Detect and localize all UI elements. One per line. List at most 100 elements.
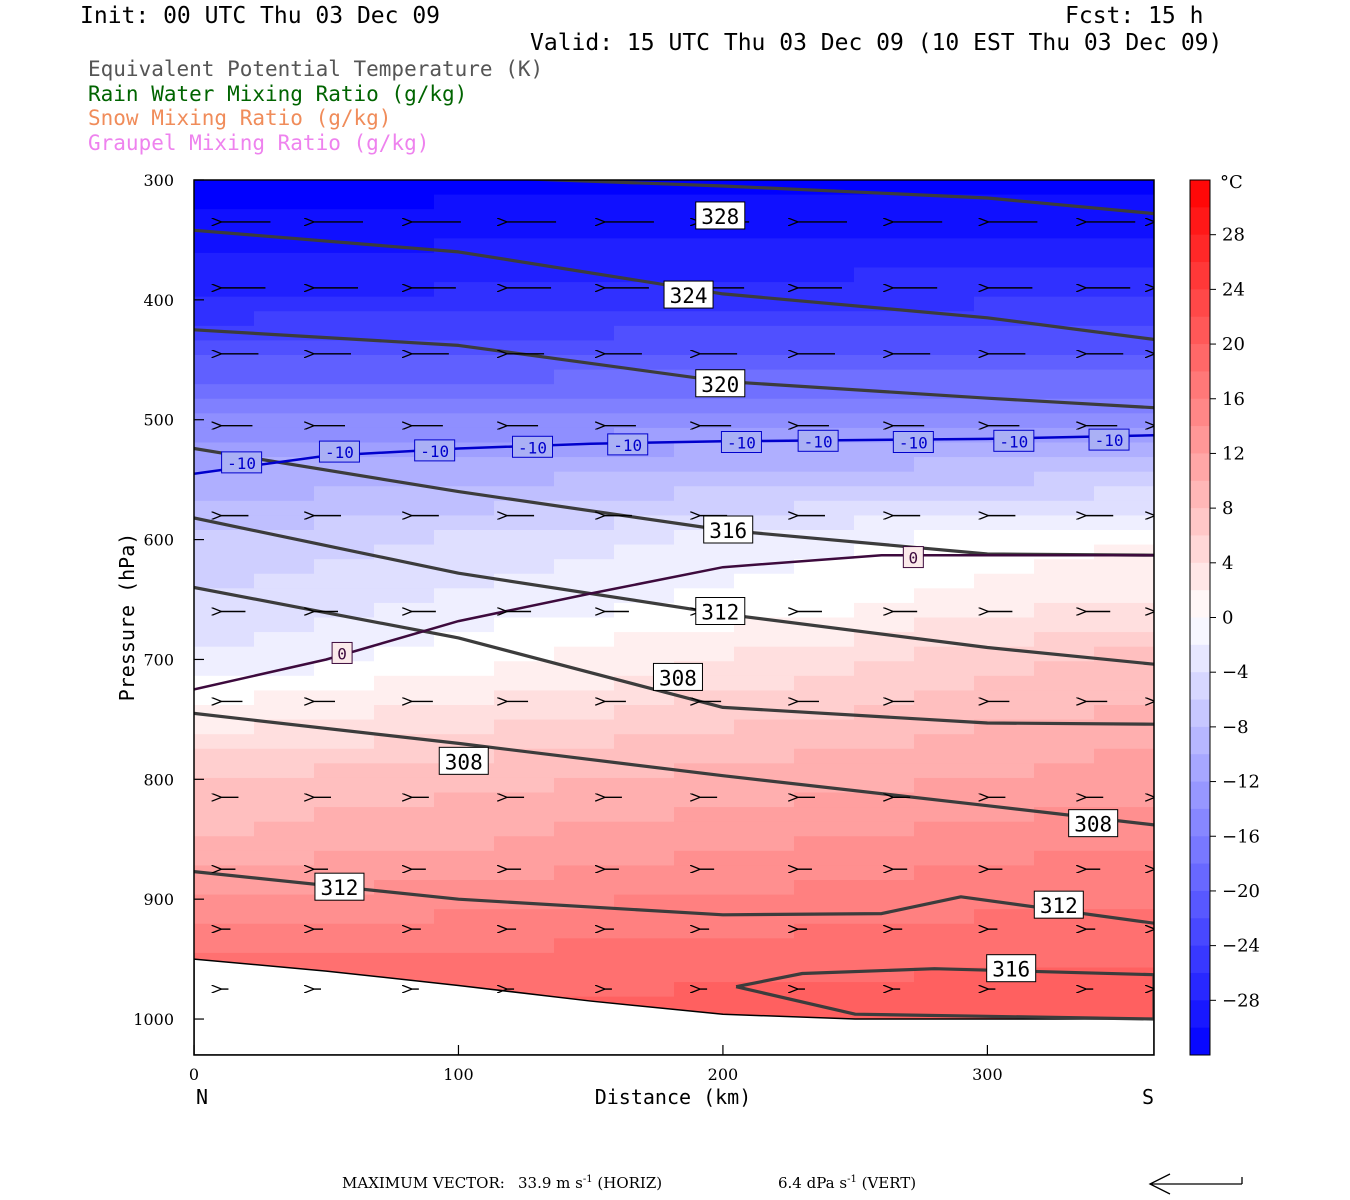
temperature-cell [1094, 661, 1154, 677]
temperature-cell [374, 909, 435, 925]
temperature-cell [854, 865, 915, 881]
temperature-cell [314, 544, 375, 560]
temperature-cell [374, 894, 435, 910]
temperature-cell [734, 996, 795, 1012]
temperature-cell [974, 865, 1035, 881]
temperature-cell [494, 267, 555, 283]
temperature-cell [254, 500, 315, 517]
colorbar-segment [1190, 262, 1210, 290]
temperature-cell [734, 282, 795, 298]
temperature-cell [1034, 471, 1095, 487]
temperature-cell [734, 369, 795, 385]
temperature-cell [314, 252, 375, 269]
temperature-cell [494, 296, 555, 312]
theta-e-contour [513, 180, 1154, 216]
temperature-cell [614, 894, 675, 910]
temperature-cell [794, 792, 855, 808]
temperature-cell [674, 427, 735, 444]
temperature-cell [1034, 515, 1095, 531]
temperature-cell [434, 952, 495, 969]
temperature-cell [794, 865, 855, 881]
temperature-cell [1034, 748, 1095, 764]
legend-theta-e: Equivalent Potential Temperature (K) [88, 57, 544, 81]
temperature-cell [1094, 719, 1154, 735]
colorbar-tick-label: 0 [1222, 608, 1233, 629]
temperature-cell [194, 573, 255, 589]
temperature-cell [1094, 836, 1154, 852]
temperature-cell [254, 909, 315, 925]
temperature-cell [494, 763, 555, 779]
temperature-cell [1034, 690, 1095, 706]
colorbar-tick-label: −16 [1222, 826, 1260, 847]
temperature-cell [1034, 573, 1095, 589]
temperature-cell [794, 923, 855, 939]
temperature-cell [734, 223, 795, 239]
colorbar-segment [1190, 972, 1210, 1001]
temperature-cell [314, 938, 375, 954]
temperature-cell [1094, 457, 1154, 473]
temperature-cell [314, 355, 375, 371]
temperature-cell [974, 238, 1035, 254]
temperature-cell [1094, 792, 1154, 808]
temperature-cell [974, 252, 1035, 269]
temperature-cell [194, 500, 255, 517]
ground-surface [194, 958, 1154, 1055]
temperature-cell [794, 938, 855, 954]
temperature-cell [734, 734, 795, 750]
temperature-cell [1094, 748, 1154, 764]
temperature-cell [494, 559, 555, 575]
temperature-cell [554, 282, 615, 298]
colorbar-tick-label: 4 [1222, 553, 1233, 574]
temperature-cell [494, 398, 555, 414]
temperature-cell [1034, 296, 1095, 312]
temperature-cell [854, 530, 915, 546]
temperature-cell [1034, 938, 1095, 954]
temperature-cell [494, 209, 555, 225]
temperature-cell [1034, 238, 1095, 254]
temperature-cell [854, 355, 915, 371]
temperature-cell [614, 982, 675, 998]
temperature-cell [494, 325, 555, 342]
temperature-cell [254, 938, 315, 954]
temperature-cell [314, 573, 375, 589]
temperature-cell [914, 355, 975, 371]
temperature-cell [614, 296, 675, 312]
temperature-cell [974, 325, 1035, 342]
temperature-cell [674, 238, 735, 254]
surface-mask [194, 958, 1154, 1055]
temperature-cell [1034, 500, 1095, 517]
y-tick-label: 800 [143, 770, 174, 789]
temperature-cell [974, 836, 1035, 852]
temperature-cell [974, 923, 1035, 939]
temperature-cell [494, 719, 555, 735]
temperature-cell [314, 734, 375, 750]
temperature-cell [314, 282, 375, 298]
temperature-cell [734, 602, 795, 619]
temperature-cell [614, 777, 675, 794]
temperature-cell [914, 340, 975, 356]
temperature-cell [914, 573, 975, 589]
colorbar-tick-label: 20 [1222, 334, 1245, 355]
temperature-cell [194, 267, 255, 283]
temperature-cell [254, 646, 315, 662]
temperature-cell [794, 952, 855, 969]
temperature-cell [674, 748, 735, 764]
temperature-cell [374, 821, 435, 837]
temperature-cell [854, 369, 915, 385]
temperature-cell [674, 705, 735, 721]
temperature-cell [554, 777, 615, 794]
temperature-cell [854, 719, 915, 735]
temperature-label-box [797, 429, 839, 452]
max-vector-horiz-exp: -1 [582, 1174, 593, 1185]
colorbar-tick-label: 24 [1222, 279, 1245, 300]
temperature-cell [914, 588, 975, 604]
temperature-cell [854, 471, 915, 487]
temperature-cell [434, 282, 495, 298]
temperature-cell [494, 180, 555, 196]
temperature-cell [614, 471, 675, 487]
temperature-cell [854, 646, 915, 662]
temperature-cell [854, 209, 915, 225]
temperature-cell [974, 457, 1035, 473]
temperature-cell [554, 252, 615, 269]
colorbar-tick-label: −8 [1222, 717, 1249, 738]
